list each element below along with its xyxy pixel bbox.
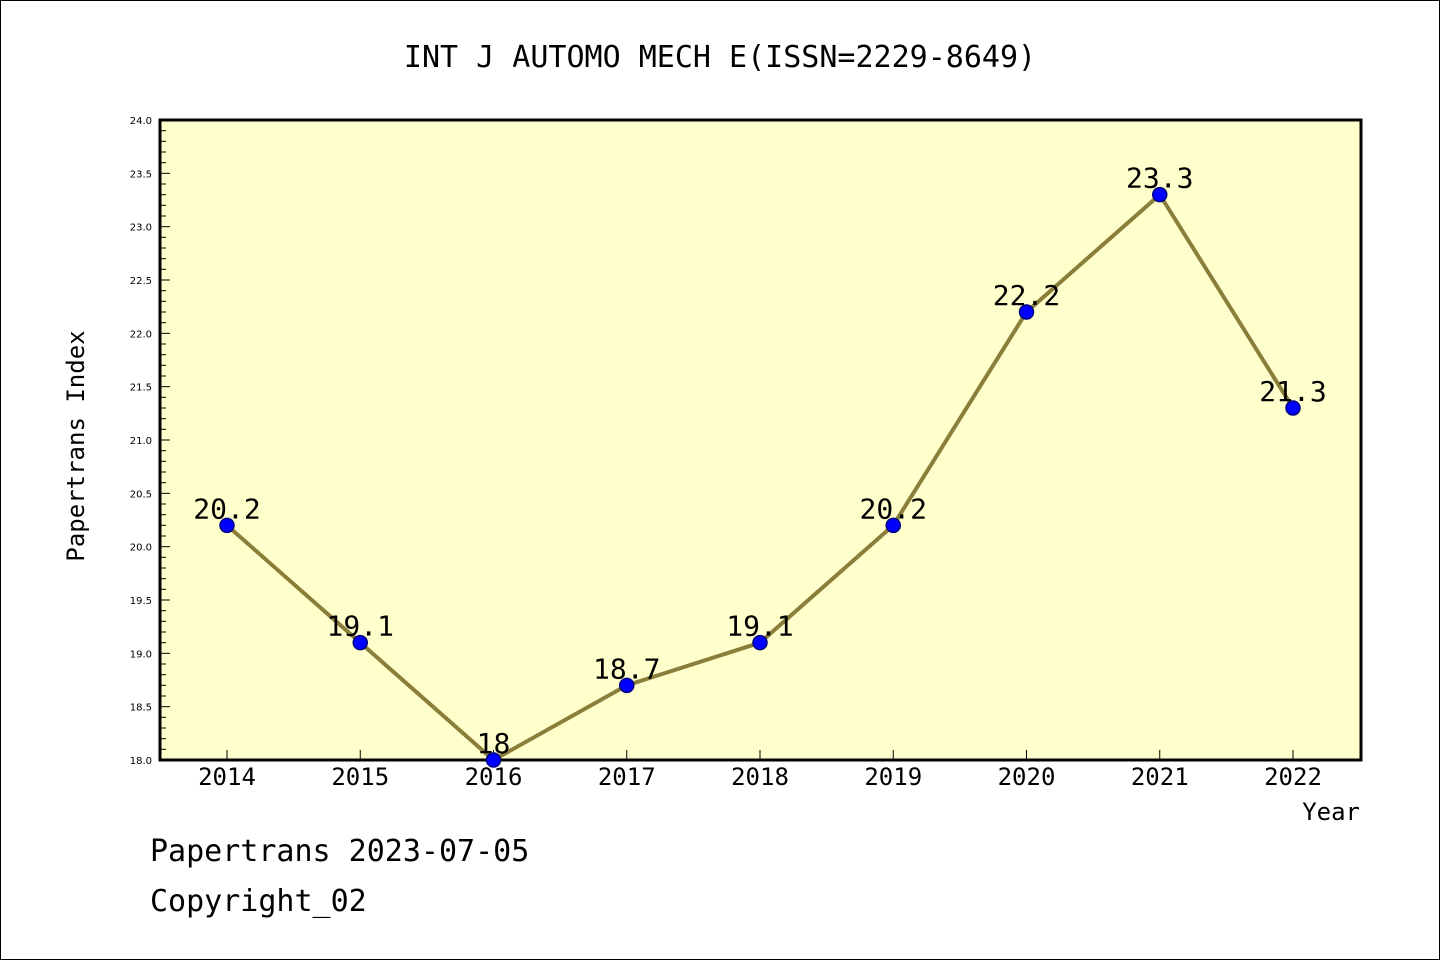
y-tick-label: 19.0 [130, 649, 152, 660]
y-axis-label: Papertrans Index [62, 330, 90, 561]
data-point-label: 19.1 [726, 610, 793, 643]
data-point-marker [485, 752, 502, 768]
y-tick-label: 20.5 [130, 489, 152, 500]
x-tick-label: 2014 [198, 763, 256, 791]
y-tick-label: 18.0 [130, 756, 152, 767]
footer-publisher-date: Papertrans 2023-07-05 [150, 834, 530, 869]
x-tick-label: 2018 [731, 763, 789, 791]
data-point-marker [1018, 304, 1035, 320]
y-tick-label: 22.0 [130, 329, 152, 340]
y-tick-label: 23.0 [130, 223, 152, 234]
x-tick-label: 2021 [1131, 763, 1189, 791]
data-point-label: 20.2 [193, 492, 260, 525]
x-tick-label: 2015 [331, 763, 389, 791]
data-point-label: 23.3 [1126, 162, 1193, 195]
data-point-label: 22.2 [993, 279, 1060, 312]
data-labels: 20.2 19.1 18 18.7 19.1 20.2 22.2 23.3 21.3 [193, 162, 1326, 760]
plot-area [158, 118, 1363, 762]
data-point-marker [619, 677, 635, 694]
data-point-label: 21.3 [1259, 375, 1326, 408]
data-point-label: 18.7 [593, 652, 660, 685]
data-point-marker [1285, 400, 1301, 416]
x-tick-label: 2019 [864, 763, 922, 791]
data-point-label: 20.2 [860, 492, 927, 525]
footer-copyright: Copyright_02 [150, 884, 367, 919]
chart-title: INT J AUTOMO MECH E(ISSN=2229-8649) [404, 40, 1036, 75]
data-point-marker [752, 634, 768, 651]
data-point-marker [1152, 186, 1168, 203]
y-tick-label: 21.0 [130, 436, 152, 447]
y-tick-label: 24.0 [130, 116, 152, 127]
series-markers [219, 186, 1301, 768]
y-tick-label: 19.5 [130, 596, 152, 607]
data-point-marker [352, 634, 368, 651]
y-axis: 18.0 18.5 19.0 19.5 20.0 20.5 21.0 21.5 22.0 22.5… [130, 116, 170, 767]
y-tick-label: 21.5 [130, 383, 152, 394]
x-tick-label: 2017 [598, 763, 656, 791]
data-point-label: 19.1 [327, 610, 394, 643]
data-point-marker [219, 517, 235, 534]
y-tick-label: 20.0 [130, 543, 152, 554]
y-tick-label: 23.5 [130, 169, 152, 180]
x-tick-label: 2020 [998, 763, 1056, 791]
y-tick-label: 22.5 [130, 276, 152, 287]
y-tick-label: 18.5 [130, 703, 152, 714]
x-axis-label: Year [1302, 798, 1360, 826]
x-tick-label: 2022 [1264, 763, 1322, 791]
x-axis: 2014 2015 2016 2017 2018 2019 2020 2021 2022 [198, 750, 1322, 791]
data-point-label: 18 [477, 727, 511, 760]
data-point-marker [885, 517, 901, 534]
